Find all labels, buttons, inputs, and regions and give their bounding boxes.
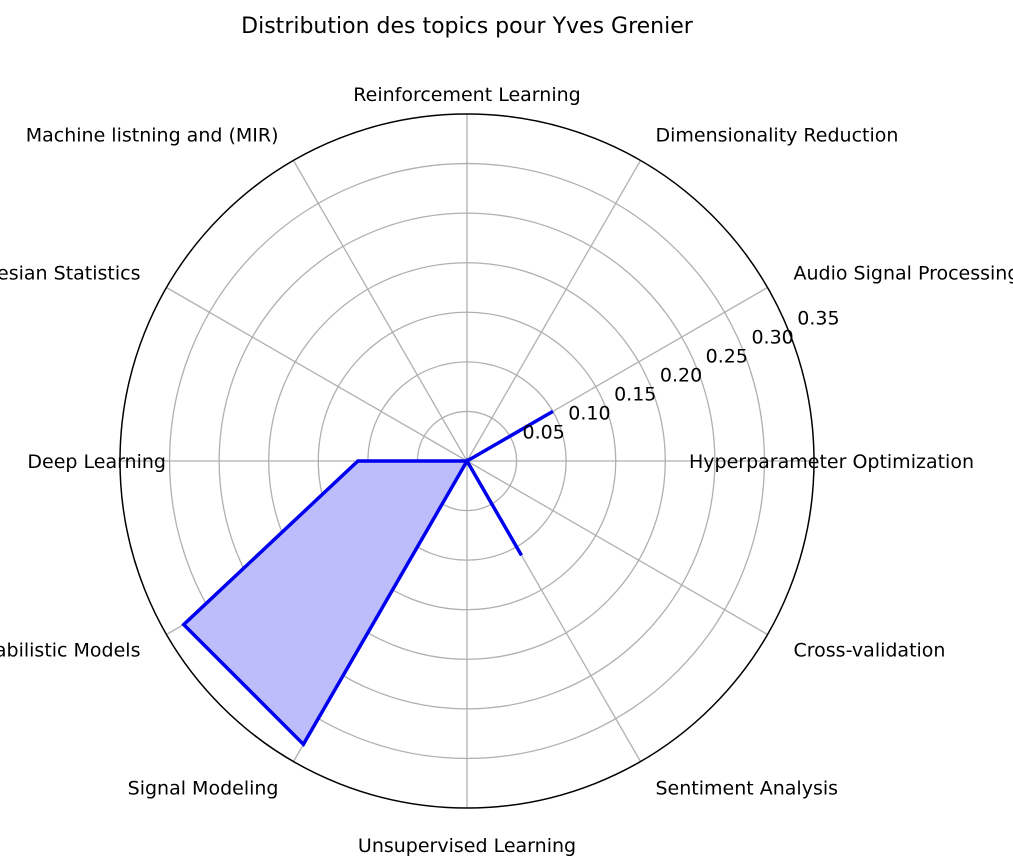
radial-tick-label: 0.20 <box>660 365 702 387</box>
category-label: Sentiment Analysis <box>656 778 839 800</box>
category-label: Hyperparameter Optimization <box>689 451 974 473</box>
category-labels: Hyperparameter Optimization Audio Signal … <box>0 84 1013 857</box>
series-layer <box>181 409 554 748</box>
category-label: Signal Modeling <box>128 778 279 800</box>
category-label: Probabilistic Models <box>0 640 141 662</box>
category-label: Reinforcement Learning <box>353 84 580 106</box>
radial-tick-label: 0.15 <box>614 384 656 406</box>
grid-spoke-11 <box>466 460 768 636</box>
outer-frame <box>119 113 815 809</box>
radial-tick-label: 0.05 <box>522 421 564 443</box>
radial-tick-label: 0.10 <box>568 403 610 425</box>
category-label: Unsupervised Learning <box>358 835 576 857</box>
category-label: Bayesian Statistics <box>0 263 141 285</box>
grid-spoke-5 <box>166 286 468 462</box>
radial-tick-label: 0.30 <box>751 327 793 349</box>
grid-spoke-4 <box>292 160 468 462</box>
category-label: Deep Learning <box>27 451 166 473</box>
category-label: Dimensionality Reduction <box>656 125 899 147</box>
category-label: Audio Signal Processing <box>794 263 1013 285</box>
radial-tick-label: 0.35 <box>797 308 839 330</box>
category-label: Machine listning and (MIR) <box>26 125 279 147</box>
series-fill-0 <box>183 411 553 745</box>
radial-tick-labels: 0.050.100.150.200.250.300.35 <box>522 308 839 444</box>
chart-title: Distribution des topics pour Yves Grenie… <box>241 14 694 39</box>
radial-tick-label: 0.25 <box>706 346 748 368</box>
category-label: Cross-validation <box>794 640 946 662</box>
grid-spoke-2 <box>466 160 642 462</box>
